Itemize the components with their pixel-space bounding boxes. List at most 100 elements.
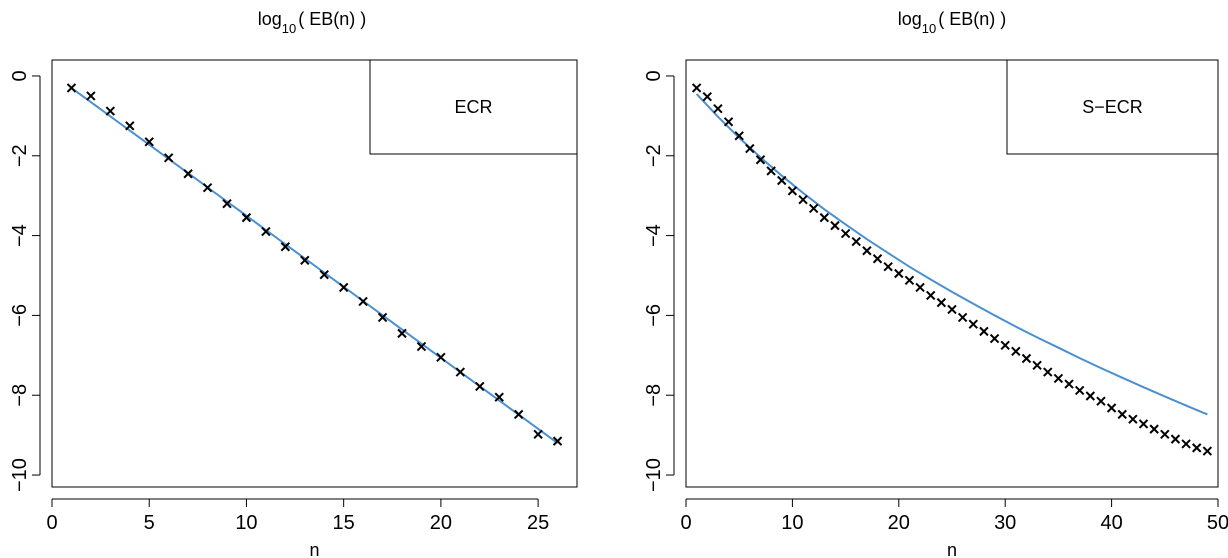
data-point [1064, 379, 1074, 389]
x-axis-label: n [309, 540, 319, 558]
x-tick-label: 20 [888, 512, 910, 534]
marker-stroke [513, 409, 524, 420]
data-point [936, 297, 947, 308]
marker-stroke [787, 186, 798, 196]
marker-stroke [1138, 419, 1149, 429]
data-point [1160, 429, 1170, 440]
data-point [1053, 373, 1064, 384]
data-point [830, 220, 840, 231]
x-tick-label: 50 [1207, 512, 1228, 534]
marker-stroke [280, 242, 291, 252]
data-point [338, 282, 349, 293]
legend-label: S−ECR [1082, 97, 1143, 117]
marker-stroke [1011, 346, 1021, 357]
x-tick-label: 20 [430, 512, 452, 534]
marker-stroke [1074, 385, 1085, 396]
x-tick-label: 0 [680, 512, 691, 534]
data-point [1202, 446, 1213, 456]
legend-box [369, 59, 578, 155]
data-point [105, 106, 116, 116]
marker-stroke [702, 92, 712, 102]
marker-stroke [830, 220, 840, 231]
data-point [777, 175, 787, 186]
marker-stroke [926, 290, 936, 301]
marker-stroke [723, 117, 734, 127]
marker-stroke [798, 194, 808, 205]
x-tick-label: 25 [527, 512, 549, 534]
data-point [926, 290, 936, 301]
marker-stroke [338, 282, 349, 293]
marker-stroke [894, 268, 904, 279]
marker-stroke [1160, 429, 1170, 440]
marker-stroke [734, 131, 744, 141]
marker-stroke [851, 236, 861, 247]
data-point [989, 333, 1000, 344]
x-tick-label: 10 [781, 512, 803, 534]
y-tick-label: −8 [9, 384, 31, 407]
marker-stroke [163, 153, 174, 163]
marker-stroke [872, 254, 883, 264]
data-point [144, 137, 154, 147]
data-point [851, 236, 861, 247]
marker-stroke [1096, 396, 1106, 406]
marker-stroke [777, 175, 787, 186]
data-point [1032, 360, 1042, 370]
y-tick-label: −10 [9, 458, 31, 492]
data-point [808, 203, 819, 214]
data-point [416, 341, 427, 352]
marker-stroke [808, 203, 819, 214]
data-point [713, 103, 723, 114]
data-point [1128, 414, 1138, 424]
data-point [1106, 403, 1117, 413]
y-tick-label: −8 [643, 384, 665, 407]
legend-box [1006, 59, 1219, 155]
y-tick-label: −2 [9, 144, 31, 167]
chart-title: log10( EB(n) ) [258, 9, 367, 36]
data-point [691, 83, 702, 93]
x-tick-label: 10 [235, 512, 257, 534]
data-point [358, 296, 368, 307]
marker-stroke [241, 212, 252, 223]
marker-stroke [358, 296, 368, 307]
data-point [979, 326, 989, 337]
marker-stroke [915, 282, 925, 293]
data-point [533, 429, 543, 440]
data-point [377, 312, 388, 323]
data-point [1117, 409, 1127, 420]
x-tick-label: 0 [46, 512, 57, 534]
marker-stroke [904, 275, 915, 285]
chart-title: log10( EB(n) ) [898, 9, 1007, 36]
marker-stroke [1000, 340, 1010, 351]
data-point [183, 169, 193, 179]
marker-stroke [125, 121, 135, 131]
data-point [1074, 385, 1085, 396]
data-point [475, 381, 485, 392]
data-point [86, 91, 96, 101]
marker-stroke [947, 304, 957, 315]
data-point [455, 367, 466, 377]
data-point [702, 92, 712, 102]
data-point [1170, 434, 1181, 444]
marker-stroke [66, 83, 77, 93]
marker-stroke [862, 246, 872, 256]
marker-stroke [552, 436, 563, 446]
data-point [904, 275, 915, 285]
data-point [947, 304, 957, 315]
data-point [755, 155, 766, 165]
x-axis-label: n [947, 540, 957, 558]
data-point [66, 83, 77, 93]
data-point [280, 242, 291, 252]
chart-panel-2: log10( EB(n) ) 0 10 20 30 40 50 n 0 −2 −4 −6 −8 −10 S−… [643, 9, 1228, 558]
data-point [862, 246, 872, 256]
data-point [872, 254, 883, 264]
data-point [1011, 346, 1021, 357]
marker-stroke [1181, 439, 1191, 449]
marker-stroke [883, 262, 893, 272]
data-point [261, 226, 271, 237]
marker-stroke [713, 103, 723, 114]
data-point [840, 228, 851, 239]
fit-line [695, 93, 1208, 416]
marker-stroke [745, 143, 755, 154]
marker-stroke [105, 106, 116, 116]
data-point [819, 212, 830, 223]
